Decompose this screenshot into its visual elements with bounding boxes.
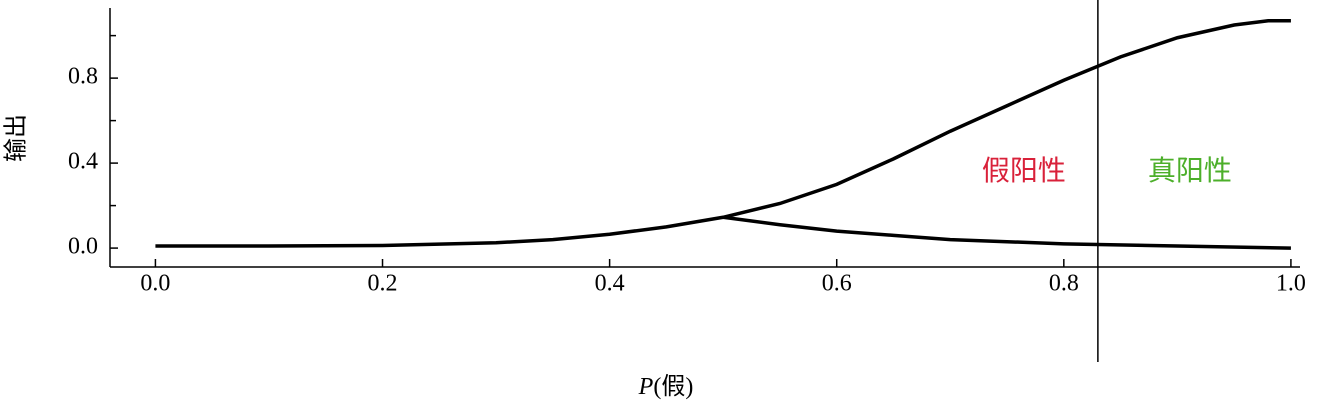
y-tick-label: 0.0	[68, 234, 98, 260]
x-label-var: P	[638, 374, 654, 400]
x-axis-label: P(假)	[638, 373, 694, 400]
annotation: 假阳性	[982, 154, 1066, 187]
annotation: 真阳性	[1148, 154, 1232, 187]
x-tick-label: 0.2	[368, 271, 398, 297]
curve	[722, 215, 1291, 250]
curve	[155, 18, 1291, 248]
y-axis-label: 输出	[3, 114, 30, 162]
x-tick-label: 0.4	[595, 271, 625, 297]
x-tick-label: 0.8	[1049, 271, 1079, 297]
x-tick-label: 1.0	[1276, 271, 1306, 297]
x-tick-label: 0.0	[140, 271, 170, 297]
y-tick-label: 0.8	[68, 64, 98, 90]
x-tick-label: 0.6	[822, 271, 852, 297]
y-tick-label: 0.4	[68, 149, 98, 175]
x-label-rest: (假)	[653, 373, 693, 400]
